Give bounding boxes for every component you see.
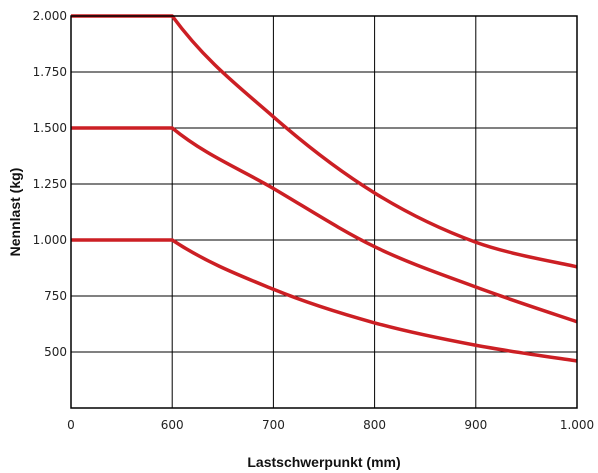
- x-axis-title: Lastschwerpunkt (mm): [247, 454, 400, 470]
- series-line: [71, 238, 578, 363]
- series-group: [71, 14, 578, 363]
- x-tick-label: 700: [262, 418, 285, 432]
- y-tick-label: 750: [44, 289, 67, 303]
- x-tick-label: 900: [464, 418, 487, 432]
- y-axis-title: Nennlast (kg): [7, 168, 23, 257]
- series-line: [71, 14, 578, 269]
- x-tick-labels: 0 600 700 800 900 1.000: [67, 418, 594, 432]
- x-tick-label: 0: [67, 418, 75, 432]
- y-tick-label: 1.250: [33, 177, 67, 191]
- y-tick-labels: 500 750 1.000 1.250 1.500 1.750 2.000: [33, 9, 67, 359]
- y-tick-label: 1.750: [33, 65, 67, 79]
- series-line: [71, 126, 578, 324]
- y-tick-label: 1.000: [33, 233, 67, 247]
- y-tick-label: 500: [44, 345, 67, 359]
- y-tick-label: 1.500: [33, 121, 67, 135]
- plot-frame: [70, 15, 578, 409]
- x-tick-label: 800: [363, 418, 386, 432]
- x-tick-label: 600: [161, 418, 184, 432]
- y-tick-label: 2.000: [33, 9, 67, 23]
- x-tick-label: 1.000: [560, 418, 594, 432]
